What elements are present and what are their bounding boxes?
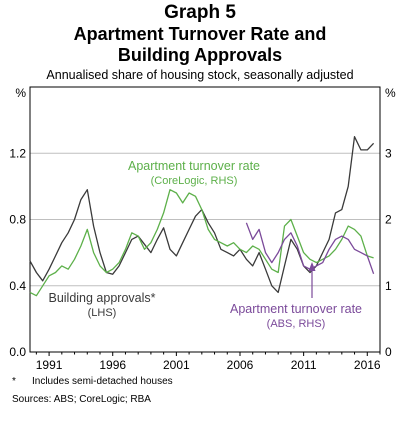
annotation-corelogic-line-2: (CoreLogic, RHS) (151, 175, 238, 187)
x-axis-tick-label-0: 1991 (36, 358, 63, 372)
x-axis-tick-label-4: 2011 (291, 358, 317, 372)
x-axis-tick-label-5: 2016 (354, 358, 381, 372)
right-axis-tick-label-1: 1 (385, 279, 392, 293)
annotation-corelogic-line-1: Apartment turnover rate (128, 159, 260, 173)
right-axis-tick-label-0: 0 (385, 345, 392, 359)
chart-title-line-2: Building Approvals (117, 45, 283, 65)
left-axis-tick-label-0: 0.0 (9, 345, 26, 359)
x-axis-tick-label-1: 1996 (99, 358, 126, 372)
annotation-building_approvals-line-1: Building approvals* (48, 291, 155, 305)
abs-arrow-head (308, 262, 316, 271)
graph-number: Graph 5 (164, 2, 236, 23)
chart-title-line-1: Apartment Turnover Rate and (73, 24, 327, 44)
footnote-text: Includes semi-detached houses (32, 376, 173, 387)
series-line-abs (245, 222, 375, 275)
footnote-marker: * (12, 376, 16, 387)
left-axis-tick-label-1: 0.4 (9, 279, 26, 293)
annotation-abs-line-2: (ABS, RHS) (267, 318, 326, 330)
x-axis-tick-label-2: 2001 (163, 358, 190, 372)
left-axis-tick-label-2: 0.8 (9, 213, 26, 227)
x-axis-tick-label-3: 2006 (227, 358, 254, 372)
sources-note: Sources: ABS; CoreLogic; RBA (12, 394, 151, 405)
plot-frame (29, 86, 381, 353)
footnote: * Includes semi-detached houses (12, 376, 173, 387)
series-line-corelogic (29, 189, 374, 297)
chart-title: Apartment Turnover Rate and Building App… (0, 24, 400, 66)
left-axis-tick-label-3: 1.2 (9, 146, 26, 160)
left-axis-unit: % (15, 86, 26, 100)
right-axis-tick-label-3: 3 (385, 146, 392, 160)
annotation-building_approvals-line-2: (LHS) (88, 307, 117, 319)
right-axis-unit: % (385, 86, 396, 100)
right-axis-tick-label-2: 2 (385, 213, 392, 227)
annotation-abs-line-1: Apartment turnover rate (230, 302, 362, 316)
chart-subtitle: Annualised share of housing stock, seaso… (46, 68, 354, 82)
